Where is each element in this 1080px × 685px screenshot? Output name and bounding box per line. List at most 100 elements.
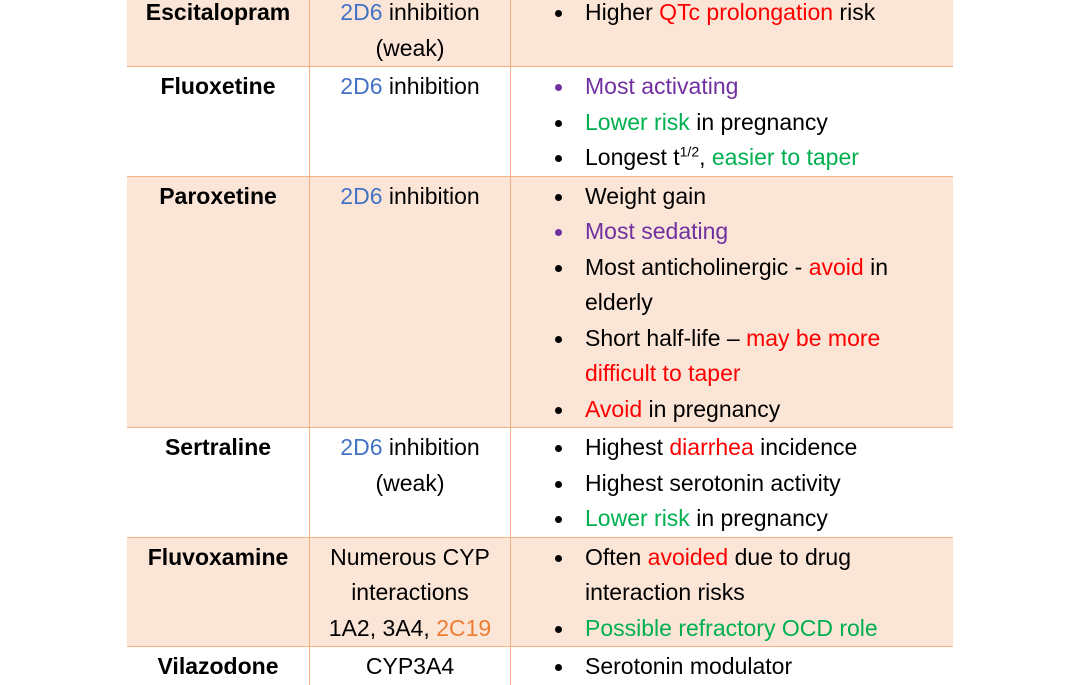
- note-item: Avoid in pregnancy: [555, 392, 945, 428]
- text-segment: (weak): [375, 34, 445, 61]
- text-segment: 1A2, 3A4,: [328, 614, 437, 641]
- note-item: Lower risk in pregnancy: [555, 105, 945, 141]
- notes-list: Most activating Lower risk in pregnancy Lo…: [551, 69, 945, 176]
- note-item: Most activating: [555, 69, 945, 105]
- note-item: Highest diarrhea incidence: [555, 430, 945, 466]
- notes-list: Higher QTc prolongation risk: [551, 0, 945, 31]
- cyp-line: (weak): [318, 466, 502, 502]
- text-segment: Numerous CYP: [330, 543, 490, 570]
- text-segment: avoided: [647, 543, 729, 570]
- cyp-line: (weak): [318, 31, 502, 67]
- note-item: Highest serotonin activity: [555, 466, 945, 502]
- text-segment: in pregnancy: [689, 505, 828, 531]
- text-segment: in pregnancy: [689, 108, 828, 135]
- note-item: Most anticholinergic - avoid in elderly: [555, 250, 945, 321]
- table-row: Paroxetine 2D6 inhibition Weight gain Most …: [127, 175, 953, 428]
- drug-name-cell: Sertraline: [127, 427, 310, 537]
- cyp-line: Numerous CYP: [318, 540, 502, 576]
- notes-cell: Serotonin modulator: [510, 646, 953, 685]
- table-row: Fluvoxamine Numerous CYP interactions 1A2, …: [127, 536, 953, 647]
- table-row: Vilazodone CYP3A4 Serotonin modulator: [127, 646, 953, 685]
- text-segment: Most activating: [585, 73, 739, 99]
- text-segment: Most anticholinergic -: [585, 253, 809, 280]
- text-segment: 2D6: [340, 434, 383, 460]
- note-item: Weight gain: [555, 179, 945, 215]
- text-segment: Most sedating: [585, 218, 729, 244]
- cyp-cell: 2D6 inhibition: [309, 175, 511, 428]
- cyp-cell: 2D6 inhibition (weak): [309, 0, 511, 67]
- notes-cell: Higher QTc prolongation risk: [510, 0, 953, 67]
- drug-name-cell: Vilazodone: [127, 646, 310, 685]
- text-segment: QTc prolongation: [659, 0, 834, 25]
- cyp-line: interactions: [318, 575, 502, 611]
- drug-name-cell: Fluoxetine: [127, 66, 310, 176]
- text-segment: Lower risk: [585, 108, 690, 135]
- text-segment: Highest: [585, 434, 670, 460]
- notes-list: Serotonin modulator: [551, 649, 945, 685]
- text-segment: Avoid: [585, 395, 643, 422]
- text-segment: incidence: [753, 434, 858, 460]
- text-segment: Longest t: [585, 144, 680, 170]
- text-segment: Highest serotonin activity: [585, 469, 841, 496]
- cyp-cell: 2D6 inhibition: [309, 66, 511, 176]
- notes-cell: Weight gain Most sedating Most anticholine…: [510, 175, 953, 428]
- text-segment: due to drug interaction risks: [585, 543, 851, 606]
- text-segment: risk: [833, 0, 876, 25]
- table-row: Escitalopram 2D6 inhibition (weak) Higher Q…: [127, 0, 953, 67]
- text-segment: Serotonin modulator: [585, 653, 793, 679]
- text-segment: Often: [585, 543, 648, 570]
- table-row: Sertraline 2D6 inhibition (weak) Highest di…: [127, 427, 953, 537]
- notes-list: Weight gain Most sedating Most anticholine…: [551, 179, 945, 428]
- note-item: Serotonin modulator: [555, 649, 945, 685]
- cyp-line: 1A2, 3A4, 2C19: [318, 611, 502, 647]
- notes-list: Often avoided due to drug interaction ri…: [551, 540, 945, 647]
- text-segment: may be more difficult to taper: [585, 324, 881, 387]
- table-row: Fluoxetine 2D6 inhibition Most activating L…: [127, 66, 953, 176]
- text-segment: inhibition: [382, 0, 480, 25]
- text-segment: Short half-life –: [585, 324, 747, 351]
- cyp-line: 2D6 inhibition: [318, 0, 502, 31]
- cyp-line: 2D6 inhibition: [318, 179, 502, 215]
- text-segment: Lower risk: [585, 505, 690, 531]
- text-segment: ,: [699, 144, 712, 170]
- text-segment: 2D6: [340, 0, 383, 25]
- text-segment: inhibition: [382, 182, 480, 209]
- note-item: Short half-life – may be more difficult …: [555, 321, 945, 392]
- note-item: Lower risk in pregnancy: [555, 501, 945, 537]
- notes-cell: Often avoided due to drug interaction ri…: [510, 536, 953, 647]
- note-item: Possible refractory OCD role: [555, 611, 945, 647]
- cyp-cell: Numerous CYP interactions 1A2, 3A4, 2C19: [309, 536, 511, 647]
- text-segment: inhibition: [382, 434, 480, 460]
- note-item: Longest t1/2, easier to taper: [555, 140, 945, 176]
- text-segment: 2D6: [340, 182, 383, 209]
- note-item: Higher QTc prolongation risk: [555, 0, 945, 31]
- text-segment: 1/2: [679, 143, 700, 160]
- ssri-comparison-table: Escitalopram 2D6 inhibition (weak) Higher Q…: [127, 0, 953, 685]
- text-segment: diarrhea: [669, 434, 754, 460]
- text-segment: in pregnancy: [642, 395, 781, 422]
- text-segment: in elderly: [585, 253, 888, 316]
- drug-name-cell: Escitalopram: [127, 0, 310, 67]
- notes-list: Highest diarrhea incidence Highest seroto…: [551, 430, 945, 537]
- text-segment: 2D6: [340, 73, 383, 99]
- notes-cell: Highest diarrhea incidence Highest seroto…: [510, 427, 953, 537]
- note-item: Often avoided due to drug interaction ri…: [555, 540, 945, 611]
- text-segment: (weak): [375, 469, 445, 496]
- text-segment: interactions: [351, 579, 469, 605]
- text-segment: Higher: [585, 0, 660, 25]
- cyp-cell: CYP3A4: [309, 646, 511, 685]
- cyp-line: 2D6 inhibition: [318, 69, 502, 105]
- drug-name-cell: Paroxetine: [127, 175, 310, 428]
- note-item: Most sedating: [555, 214, 945, 250]
- text-segment: inhibition: [382, 73, 480, 99]
- notes-cell: Most activating Lower risk in pregnancy Lo…: [510, 66, 953, 176]
- cyp-line: CYP3A4: [318, 649, 502, 685]
- text-segment: avoid: [808, 253, 864, 280]
- cyp-line: 2D6 inhibition: [318, 430, 502, 466]
- cyp-cell: 2D6 inhibition (weak): [309, 427, 511, 537]
- drug-name-cell: Fluvoxamine: [127, 536, 310, 647]
- text-segment: 2C19: [436, 614, 492, 641]
- text-segment: easier to taper: [711, 144, 859, 170]
- text-segment: CYP3A4: [365, 653, 455, 679]
- text-segment: Weight gain: [585, 182, 707, 209]
